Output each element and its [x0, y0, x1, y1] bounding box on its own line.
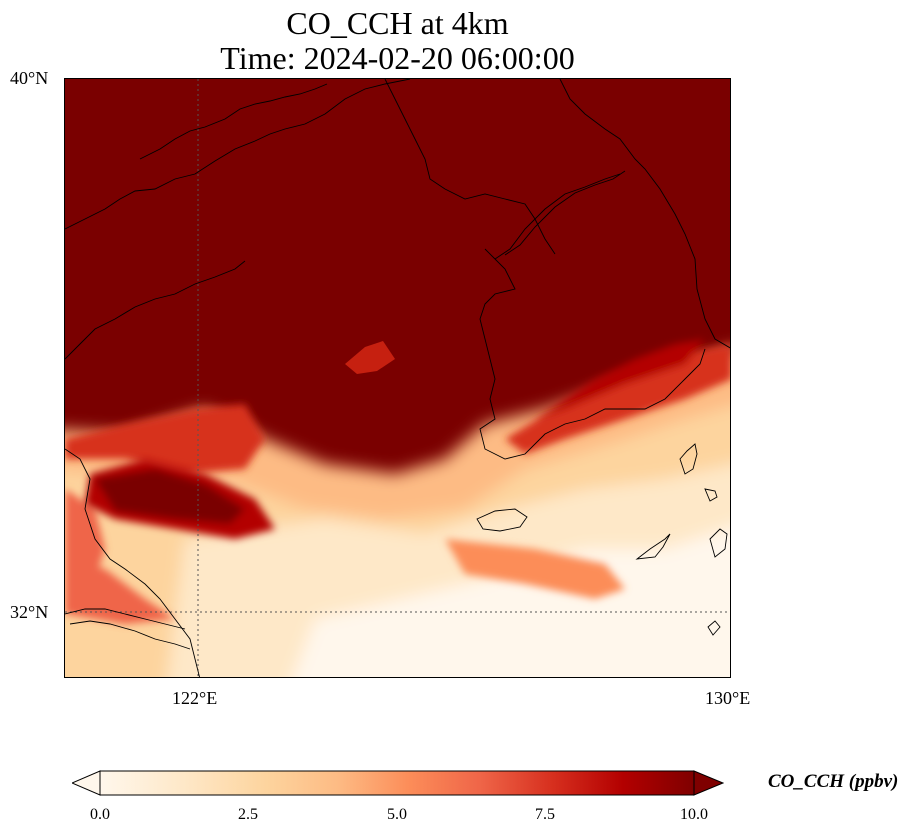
map-title-line2: Time: 2024-02-20 06:00:00 [220, 40, 575, 76]
map-title-line1: CO_CCH at 4km [286, 5, 509, 41]
concentration-field [65, 79, 730, 677]
colorbar-tick-5: 5.0 [387, 806, 407, 823]
colorbar-tick-0: 0.0 [90, 806, 110, 823]
colorbar-label: CO_CCH (ppbv) [768, 771, 899, 792]
lon-tick-130e: 130°E [705, 688, 751, 708]
lat-tick-32n: 32°N [10, 602, 49, 622]
lon-tick-122e: 122°E [172, 688, 218, 708]
coastlines [65, 79, 730, 677]
colorbar-max-extend [693, 770, 724, 796]
colorbar [72, 770, 724, 796]
red-patch [345, 341, 395, 374]
colorbar-gradient [99, 770, 695, 796]
lat-tick-40n: 40°N [10, 68, 49, 88]
colorbar-tick-2-5: 2.5 [238, 806, 258, 823]
map-plot-area [64, 78, 731, 678]
colorbar-tick-7-5: 7.5 [535, 806, 555, 823]
colorbar-tick-10: 10.0 [680, 806, 708, 823]
colorbar-min-extend [72, 770, 101, 796]
